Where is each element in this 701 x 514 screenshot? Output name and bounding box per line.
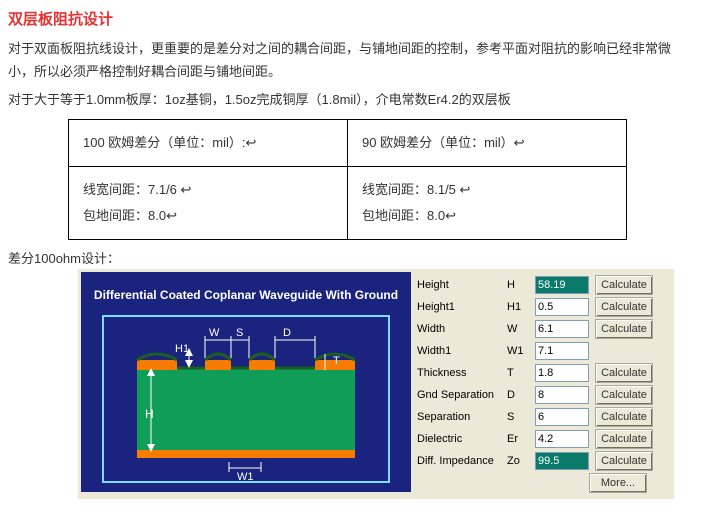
impedance-spec-table: 100 欧姆差分（单位：mil）:↩ 90 欧姆差分（单位：mil）↩ 线宽间距… [68,119,627,240]
svg-text:S: S [236,327,243,339]
diagram-title: Differential Coated Coplanar Waveguide W… [81,288,411,302]
param-label: Width1 [417,345,507,357]
param-input[interactable] [535,452,589,470]
svg-text:W1: W1 [237,471,254,483]
impedance-calculator-window: Differential Coated Coplanar Waveguide W… [78,269,674,499]
svg-text:H: H [145,407,154,421]
param-label: Gnd Separation [417,389,507,401]
param-label: Height [417,279,507,291]
param-label: Separation [417,411,507,423]
param-input[interactable] [535,298,589,316]
param-input[interactable] [535,276,589,294]
cell-line: 线宽间距：7.1/6 ↩ [83,177,333,203]
table-cell: 线宽间距：7.1/6 ↩ 包地间距：8.0↩ [69,167,348,240]
param-label: Dielectric [417,433,507,445]
param-input[interactable] [535,320,589,338]
waveguide-svg: W S D T H1 H W1 [81,272,411,492]
paragraph-1: 对于双面板阻抗线设计，更重要的是差分对之间的耦合间距，与铺地间距的控制，参考平面… [8,37,693,84]
figure-caption: 差分100ohm设计： [8,248,693,267]
param-symbol: H [507,279,535,291]
param-label: Thickness [417,367,507,379]
param-row: Diff. ImpedanceZo Calculate [417,450,669,472]
param-symbol: H1 [507,301,535,313]
param-input[interactable] [535,386,589,404]
param-row: WidthW Calculate [417,318,669,340]
more-button[interactable]: More... [589,473,647,493]
section-title: 双层板阻抗设计 [8,8,693,29]
table-cell: 线宽间距：8.1/5 ↩ 包地间距：8.0↩ [348,167,627,240]
calculate-button[interactable]: Calculate [595,275,653,295]
svg-text:D: D [283,327,291,339]
param-row: HeightH Calculate [417,274,669,296]
parameter-panel: HeightHCalculateHeight1H1CalculateWidthW… [411,272,671,496]
calculate-button[interactable]: Calculate [595,451,653,471]
param-symbol: W1 [507,345,535,357]
param-input[interactable] [535,430,589,448]
param-symbol: Er [507,433,535,445]
param-symbol: Zo [507,455,535,467]
param-input[interactable] [535,342,589,360]
param-row: ThicknessT Calculate [417,362,669,384]
calculate-button[interactable]: Calculate [595,429,653,449]
param-row: Gnd SeparationD Calculate [417,384,669,406]
calculate-button[interactable]: Calculate [595,385,653,405]
paragraph-2: 对于大于等于1.0mm板厚：1oz基铜，1.5oz完成铜厚（1.8mil），介电… [8,88,693,111]
param-input[interactable] [535,408,589,426]
more-row: More... [417,472,669,494]
param-row: Width1W1Calculate [417,340,669,362]
param-symbol: T [507,367,535,379]
param-input[interactable] [535,364,589,382]
calculate-button[interactable]: Calculate [595,407,653,427]
svg-text:T: T [333,355,340,367]
calculate-button[interactable]: Calculate [595,363,653,383]
param-symbol: W [507,323,535,335]
param-row: SeparationS Calculate [417,406,669,428]
table-cell: 100 欧姆差分（单位：mil）:↩ [69,120,348,167]
param-symbol: S [507,411,535,423]
param-label: Height1 [417,301,507,313]
cell-line: 包地间距：8.0↩ [362,203,612,229]
calculate-button[interactable]: Calculate [595,319,653,339]
cell-line: 包地间距：8.0↩ [83,203,333,229]
table-cell: 90 欧姆差分（单位：mil）↩ [348,120,627,167]
calculate-button[interactable]: Calculate [595,297,653,317]
param-row: Height1H1 Calculate [417,296,669,318]
waveguide-diagram: Differential Coated Coplanar Waveguide W… [81,272,411,492]
param-symbol: D [507,389,535,401]
param-label: Diff. Impedance [417,455,507,467]
param-label: Width [417,323,507,335]
param-row: DielectricEr Calculate [417,428,669,450]
cell-line: 线宽间距：8.1/5 ↩ [362,177,612,203]
svg-text:W: W [209,327,220,339]
